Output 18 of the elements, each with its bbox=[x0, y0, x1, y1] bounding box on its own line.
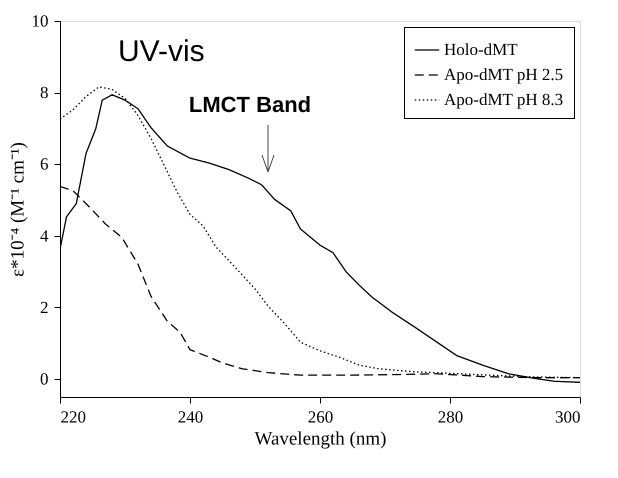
y-tick-label: 4 bbox=[40, 226, 49, 246]
annotation: LMCT Band bbox=[188, 92, 312, 117]
legend-label: Apo-dMT pH 8.3 bbox=[444, 90, 564, 109]
x-tick-label: 220 bbox=[60, 408, 86, 426]
y-tick-label: 2 bbox=[40, 298, 48, 317]
annotation: UV-vis bbox=[118, 35, 205, 68]
legend-label: Holo-dMT bbox=[444, 40, 518, 59]
x-tick-label: 260 bbox=[308, 408, 334, 426]
legend-label: Apo-dMT pH 2.5 bbox=[444, 65, 564, 84]
x-tick-label: 240 bbox=[178, 408, 204, 426]
y-tick-label: 8 bbox=[40, 83, 48, 102]
y-axis-title: ε*10⁻⁴ (M⁻¹ cm⁻¹) bbox=[8, 142, 28, 277]
y-tick-label: 10 bbox=[32, 12, 48, 30]
x-tick-label: 280 bbox=[438, 408, 464, 426]
y-tick-label: 0 bbox=[40, 370, 48, 389]
x-axis-title: Wavelength (nm) bbox=[254, 428, 386, 450]
y-tick-label: 6 bbox=[40, 154, 48, 174]
x-tick-label: 300 bbox=[555, 408, 580, 426]
